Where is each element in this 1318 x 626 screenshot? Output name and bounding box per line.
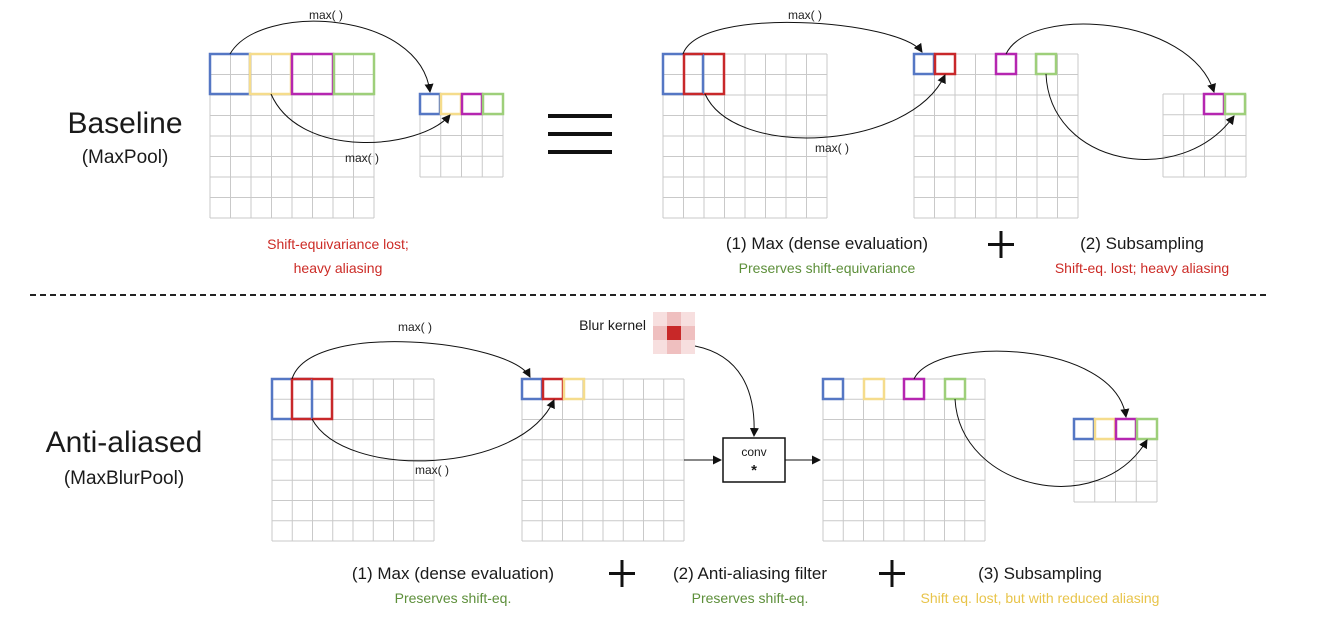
cell-box-magenta [1114, 417, 1138, 441]
cell-box-magenta [460, 92, 484, 116]
aa-subsample-arrow-magenta [913, 350, 1130, 418]
dense-max-output-grid [913, 53, 1079, 219]
blur-kernel-swatch [653, 312, 695, 354]
kernel-cell [653, 326, 667, 340]
cell-box-yellow [1093, 417, 1117, 441]
kernel-cell [653, 340, 667, 354]
cell-box-green [481, 92, 505, 116]
dense-max-input-grid [662, 53, 828, 219]
subsample-arrow-magenta [1005, 23, 1216, 93]
antialiased-title: Anti-aliased [46, 426, 203, 459]
window-box-blue-right-edge [703, 54, 704, 94]
kernel-cell [667, 340, 681, 354]
window-box-green [332, 52, 376, 96]
bottom-step1-note: Preserves shift-eq. [395, 590, 512, 606]
aa-subsampled-cell-boxes [1072, 417, 1159, 441]
bottom-step2-label: (2) Anti-aliasing filter [673, 564, 827, 583]
dense-max-label-upper: max( ) [788, 8, 822, 22]
baseline-max-arrow-lower [270, 93, 451, 143]
kernel-cell [653, 312, 667, 326]
subsampled-output-cell-boxes [1202, 92, 1247, 116]
plus-icon [988, 231, 1014, 258]
baseline-note-line1: Shift-equivariance lost; [267, 236, 409, 252]
plus-icon [879, 560, 905, 587]
dense-max-arrow-upper [682, 21, 923, 55]
subsample-arrow-green [1045, 73, 1235, 160]
dense-max-arrow-lower [704, 74, 946, 139]
cell-box-red [933, 52, 957, 76]
aa-blurred-cell-boxes [821, 377, 967, 401]
cell-box-yellow [439, 92, 463, 116]
baseline-section: Baseline (MaxPool) max( ) max( ) Shift-e… [67, 8, 1247, 276]
kernel-to-conv-arrow [694, 345, 759, 437]
bottom-step1-label: (1) Max (dense evaluation) [352, 564, 554, 583]
cell-box-green [1223, 92, 1247, 116]
baseline-subtitle: (MaxPool) [82, 147, 169, 168]
blur-kernel-label: Blur kernel [579, 317, 646, 333]
kernel-cell [681, 340, 695, 354]
baseline-output-cell-boxes [418, 92, 505, 116]
conv-box [722, 437, 786, 483]
bottom-step3-note: Shift eq. lost, but with reduced aliasin… [921, 590, 1160, 606]
cell-box-green [1135, 417, 1159, 441]
antialiased-section: Anti-aliased (MaxBlurPool) max( ) max( )… [46, 312, 1160, 606]
cell-box-green [1034, 52, 1058, 76]
kernel-cell [681, 312, 695, 326]
top-step2-label: (2) Subsampling [1080, 234, 1204, 253]
baseline-max-label-upper: max( ) [309, 8, 343, 22]
cell-box-magenta [994, 52, 1018, 76]
aa-max-arrow-lower [311, 399, 555, 462]
conv-operator: conv * [722, 437, 786, 483]
baseline-title: Baseline [67, 107, 182, 140]
aa-dense-max-grid [521, 378, 685, 542]
aa-max-arrow-upper [291, 341, 531, 380]
baseline-note-line2: heavy aliasing [294, 260, 383, 276]
conv-label: conv [741, 445, 766, 459]
baseline-max-arrow-upper [229, 20, 434, 93]
cell-box-blue [520, 377, 544, 401]
bottom-step3-label: (3) Subsampling [978, 564, 1102, 583]
cell-box-blue [1072, 417, 1096, 441]
equivalent-icon [548, 114, 612, 154]
bottom-step2-note: Preserves shift-eq. [692, 590, 809, 606]
aa-dense-max-cell-boxes [520, 377, 586, 401]
cell-box-magenta [1202, 92, 1226, 116]
cell-box-blue [821, 377, 845, 401]
aa-subsample-arrow-green [954, 398, 1148, 487]
cell-box-blue [912, 52, 936, 76]
aa-input-grid [271, 378, 435, 542]
aa-max-label-upper: max( ) [398, 320, 432, 334]
conv-symbol: * [751, 462, 757, 479]
aa-max-label-lower: max( ) [415, 463, 449, 477]
cell-box-green [943, 377, 967, 401]
window-box-blue-right-edge [311, 379, 312, 419]
top-step1-label: (1) Max (dense evaluation) [726, 234, 928, 253]
top-step1-note: Preserves shift-equivariance [739, 260, 916, 276]
cell-box-yellow [862, 377, 886, 401]
top-step2-note: Shift-eq. lost; heavy aliasing [1055, 260, 1229, 276]
cell-box-blue [418, 92, 442, 116]
dense-max-label-lower: max( ) [815, 141, 849, 155]
plus-icon [609, 560, 635, 587]
cell-box-red [541, 377, 565, 401]
antialiased-subtitle: (MaxBlurPool) [64, 468, 184, 489]
cell-box-magenta [902, 377, 926, 401]
baseline-max-label-lower: max( ) [345, 151, 379, 165]
aa-blurred-grid [822, 378, 986, 542]
kernel-cell [667, 326, 681, 340]
kernel-cell [681, 326, 695, 340]
dense-max-output-cell-boxes [912, 52, 1058, 76]
kernel-cell [667, 312, 681, 326]
cell-box-yellow [562, 377, 586, 401]
